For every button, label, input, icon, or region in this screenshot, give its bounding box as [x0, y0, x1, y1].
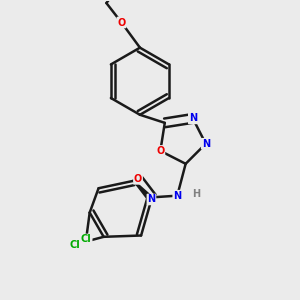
Text: O: O — [156, 146, 164, 156]
Text: N: N — [202, 139, 210, 149]
Text: N: N — [189, 113, 197, 123]
Text: Cl: Cl — [70, 240, 80, 250]
Text: O: O — [117, 17, 126, 28]
Text: O: O — [134, 174, 142, 184]
Text: N: N — [173, 191, 181, 201]
Text: N: N — [147, 194, 155, 205]
Text: H: H — [192, 189, 200, 199]
Text: Cl: Cl — [81, 235, 92, 244]
